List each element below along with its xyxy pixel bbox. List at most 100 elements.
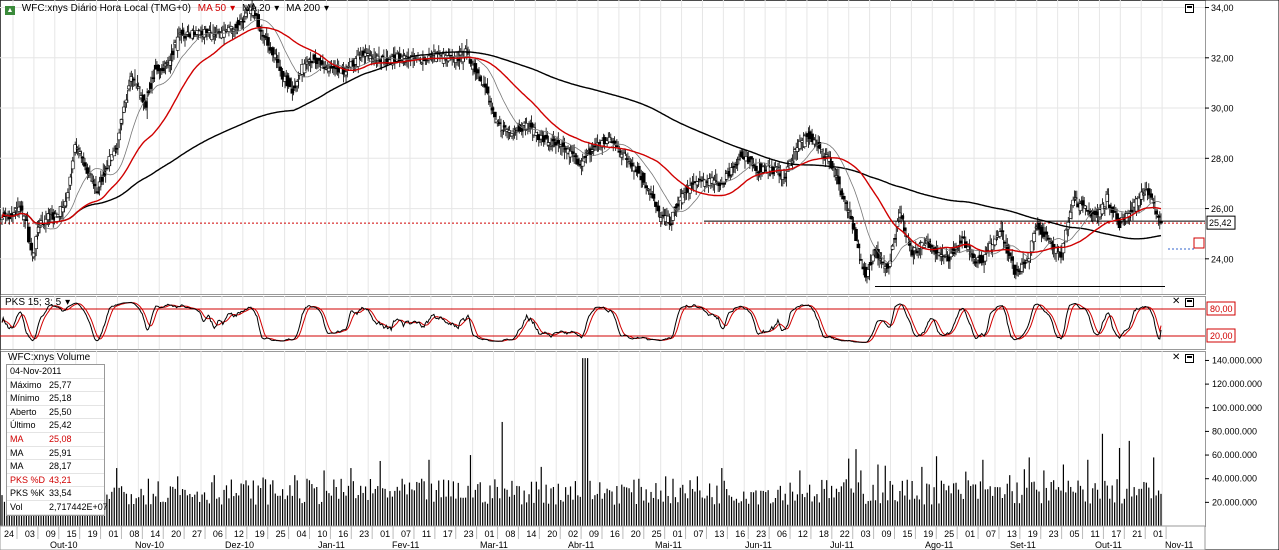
candle-body <box>85 167 90 174</box>
candle-body <box>580 160 585 167</box>
date-tick-label: 01 <box>673 529 683 539</box>
volume-tick-label: 80.000.000 <box>1212 426 1257 436</box>
date-tick-label: 20 <box>547 529 557 539</box>
maximize-stoch-panel-icon[interactable] <box>1185 298 1194 307</box>
chart-title[interactable]: WFC:xnys Diário Hora Local (TMG+0) <box>21 3 191 14</box>
date-tick-label: 16 <box>735 529 745 539</box>
date-tick-label: 25 <box>276 529 286 539</box>
candle-body <box>637 165 641 174</box>
volume-tick-label: 60.000.000 <box>1212 450 1257 460</box>
candle-body <box>222 29 226 38</box>
data-window-value: 43,21 <box>49 474 72 485</box>
candle-body <box>1029 240 1034 253</box>
date-tick-label: 22 <box>840 529 850 539</box>
ma20-label[interactable]: MA 20 <box>241 3 271 14</box>
ma20-dropdown-icon[interactable]: ▾ <box>274 3 280 14</box>
candle-body <box>680 193 685 204</box>
date-tick-label: 06 <box>777 529 787 539</box>
candle-body <box>1064 229 1068 243</box>
ma200-dropdown-icon[interactable]: ▾ <box>324 3 330 14</box>
volume-tick-label: 140.000.000 <box>1212 355 1262 365</box>
month-label: Jan-11 <box>318 540 345 550</box>
data-window-row: Mínimo 25,18 <box>7 392 104 406</box>
volume-title[interactable]: WFC:xnys Volume <box>8 352 91 363</box>
candle-body <box>871 254 875 262</box>
date-tick-label: 17 <box>1111 529 1121 539</box>
candle-body <box>895 221 900 227</box>
ma50-label[interactable]: MA 50 <box>197 3 227 14</box>
candle-body <box>654 201 658 207</box>
close-volume-panel-icon[interactable]: ✕ <box>1172 352 1181 363</box>
stoch-level-box <box>1206 301 1236 316</box>
candle-body <box>837 176 841 185</box>
ma50-dropdown-icon[interactable]: ▾ <box>230 3 236 14</box>
volume-tick-label: 20.000.000 <box>1212 497 1257 507</box>
data-window-label: PKS %D <box>10 474 46 485</box>
volume-tick-label: 120.000.000 <box>1212 379 1262 389</box>
candle-body <box>651 193 656 199</box>
data-window-label: MA <box>10 461 24 472</box>
date-tick-label: 01 <box>485 529 495 539</box>
date-tick-label: 05 <box>1070 529 1080 539</box>
candle-body <box>241 20 246 23</box>
data-window-label: Aberto <box>10 406 37 417</box>
stoch-panel-header: PKS 15; 3; 5 ▾ <box>5 297 74 309</box>
stoch-level-label: 20,00 <box>1210 331 1233 341</box>
data-window-value: 25,08 <box>49 433 72 444</box>
candle-body <box>1032 233 1036 242</box>
maximize-volume-panel-icon[interactable] <box>1185 354 1194 363</box>
price-tick-label: 24,00 <box>1211 254 1234 264</box>
maximize-price-panel-icon[interactable] <box>1185 4 1194 13</box>
date-tick-label: 19 <box>923 529 933 539</box>
data-window-label: MA <box>10 447 24 458</box>
date-tick-label: 01 <box>108 529 118 539</box>
stoch-dropdown-icon[interactable]: ▾ <box>65 297 71 308</box>
data-window-row: PKS %K 33,54 <box>7 487 104 501</box>
price-panel-header: ▲ WFC:xnys Diário Hora Local (TMG+0) MA … <box>5 3 333 15</box>
candle-body <box>515 130 519 133</box>
date-tick-label: 17 <box>443 529 453 539</box>
stoch-level-box <box>1206 328 1236 343</box>
stoch-title[interactable]: PKS 15; 3; 5 <box>5 297 62 308</box>
stoch-d-line <box>1 302 1162 343</box>
month-label: Ago-11 <box>925 540 953 550</box>
volume-bars <box>1 358 1162 526</box>
volume-panel-header: WFC:xnys Volume <box>8 352 94 364</box>
candle-body <box>856 243 861 249</box>
alert-icon <box>1193 237 1205 249</box>
data-window-label: Mínimo <box>10 393 40 404</box>
date-tick-label: 20 <box>171 529 181 539</box>
candle-body <box>859 259 863 261</box>
candle-body <box>922 245 927 248</box>
data-window-row: Vol 2,717442E+07 <box>7 501 108 515</box>
date-tick-label: 25 <box>652 529 662 539</box>
date-tick-label: 23 <box>1049 529 1059 539</box>
date-tick-label: 04 <box>297 529 307 539</box>
candle-body <box>888 260 892 267</box>
date-tick-label: 19 <box>1028 529 1038 539</box>
candle-body <box>493 111 497 118</box>
date-tick-label: 01 <box>380 529 390 539</box>
candle-body <box>483 83 487 88</box>
candle-body <box>473 63 478 73</box>
month-label: Mar-11 <box>480 540 508 550</box>
month-label: Out-10 <box>50 540 78 550</box>
date-tick-label: 12 <box>234 529 244 539</box>
date-tick-label: 15 <box>902 529 912 539</box>
date-tick-label: 07 <box>986 529 996 539</box>
ma200-line <box>1 51 1162 240</box>
candle-body <box>485 86 490 94</box>
date-tick-label: 01 <box>965 529 975 539</box>
candle-body <box>229 26 234 29</box>
candle-body <box>83 162 87 167</box>
candle-body <box>117 132 121 141</box>
symbol-icon: ▲ <box>5 6 15 15</box>
date-tick-label: 06 <box>213 529 223 539</box>
month-label: Dez-10 <box>225 540 254 550</box>
date-tick-label: 09 <box>46 529 56 539</box>
candle-body <box>175 36 180 51</box>
ma200-label[interactable]: MA 200 <box>286 3 321 14</box>
data-window-row: Aberto 25,50 <box>7 406 104 420</box>
close-stoch-panel-icon[interactable]: ✕ <box>1172 296 1181 307</box>
